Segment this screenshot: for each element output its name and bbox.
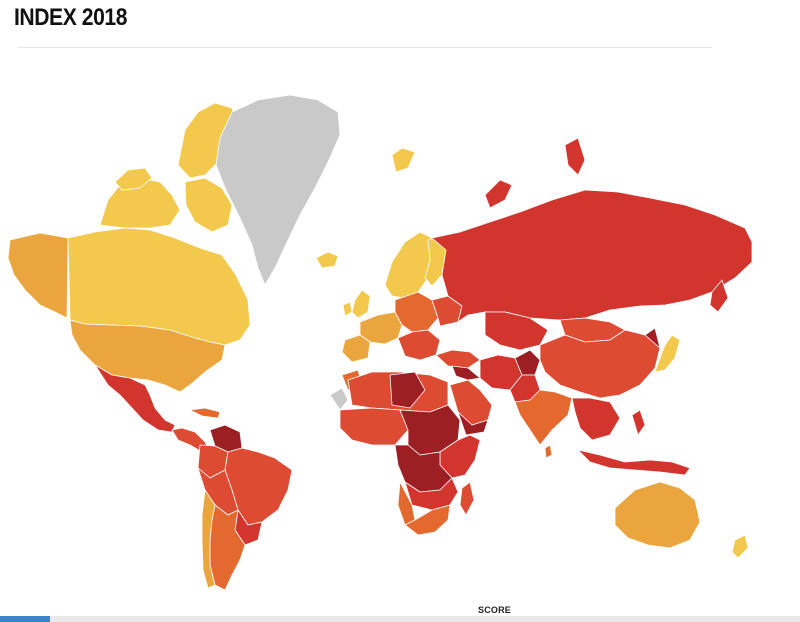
region-west-africa[interactable]: [339, 407, 409, 446]
region-philippines[interactable]: [631, 409, 646, 436]
country-yemen[interactable]: [457, 411, 489, 436]
country-libya[interactable]: [389, 371, 426, 409]
region-baffin-island[interactable]: [184, 177, 233, 233]
country-south-africa[interactable]: [404, 504, 451, 536]
region-southern-africa-north[interactable]: [404, 477, 459, 511]
country-united-kingdom[interactable]: [351, 289, 371, 319]
legend-label: SCORE: [478, 605, 512, 615]
country-alaska[interactable]: [7, 232, 69, 319]
country-mexico[interactable]: [94, 364, 176, 433]
country-new-zealand[interactable]: [731, 534, 749, 559]
country-japan[interactable]: [654, 334, 681, 373]
country-china[interactable]: [539, 329, 661, 399]
title-divider: [18, 47, 712, 48]
country-western-sahara: [329, 387, 349, 411]
region-canadian-islands-west[interactable]: [114, 167, 153, 191]
country-madagascar[interactable]: [459, 481, 475, 516]
country-sri-lanka[interactable]: [544, 444, 553, 459]
country-iceland[interactable]: [315, 251, 339, 269]
country-ireland[interactable]: [342, 301, 353, 317]
region-svalbard[interactable]: [391, 147, 416, 173]
region-scandinavia[interactable]: [384, 231, 436, 299]
country-chile[interactable]: [201, 489, 216, 589]
region-iberia[interactable]: [341, 334, 371, 363]
region-canadian-arctic-islands[interactable]: [99, 177, 181, 229]
country-greenland: [215, 94, 341, 286]
region-indonesia[interactable]: [577, 449, 691, 476]
country-india[interactable]: [514, 389, 573, 446]
region-korea[interactable]: [644, 327, 661, 349]
region-italy-balkans[interactable]: [397, 329, 441, 361]
country-russia[interactable]: [431, 189, 753, 323]
world-map: [7, 94, 753, 590]
legend-selected-segment[interactable]: [0, 616, 50, 622]
region-caribbean[interactable]: [189, 407, 221, 419]
legend-bar: [0, 616, 800, 622]
country-australia[interactable]: [614, 481, 701, 549]
region-levant[interactable]: [451, 365, 481, 381]
region-novaya-zemlya[interactable]: [484, 179, 513, 209]
region-kamchatka[interactable]: [709, 279, 729, 313]
region-southeast-asia[interactable]: [571, 397, 621, 441]
page-title: INDEX 2018: [14, 4, 127, 31]
country-afghanistan[interactable]: [514, 349, 541, 376]
region-severnaya-zemlya[interactable]: [564, 137, 586, 176]
country-turkey[interactable]: [435, 349, 481, 369]
